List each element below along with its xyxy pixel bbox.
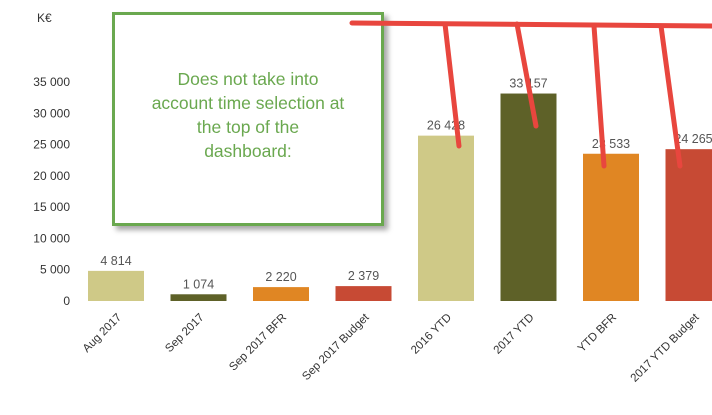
x-tick-label: Sep 2017 BFR [227,312,289,374]
bar [665,149,712,301]
y-axis: 0 5 000 10 000 15 000 20 000 25 000 30 000 35 0… [33,75,70,308]
value-label: 23 533 [592,137,630,151]
x-tick-label: 2017 YTD Budget [629,311,703,385]
annotation-line: account time selection at [151,93,345,113]
x-tick-label: Sep 2017 Budget [300,311,372,383]
x-axis: Aug 2017 Sep 2017 Sep 2017 BFR Sep 2017 Bud… [81,311,702,385]
y-tick-label: 15 000 [33,200,70,214]
bar [418,135,474,301]
y-tick-label: 5 000 [40,263,70,277]
x-tick-label: YTD BFR [576,312,619,355]
x-tick-label: Sep 2017 [163,312,206,355]
bar [170,294,227,301]
bar [335,286,392,301]
annotation-line: the top of the [196,117,300,137]
y-tick-label: 10 000 [33,231,70,245]
value-label: 4 814 [100,254,131,268]
value-label: 33 157 [509,77,547,91]
x-tick-label: 2016 YTD [409,312,454,357]
bar [500,93,557,301]
bar [88,270,144,301]
value-label: 26 428 [427,119,465,133]
value-label: 2 379 [348,269,379,283]
y-tick-label: 0 [63,294,70,308]
y-tick-label: 25 000 [33,138,70,152]
x-tick-label: Aug 2017 [81,312,124,355]
bar [583,153,639,301]
x-tick-label: 2017 YTD [492,312,537,357]
bar [253,287,309,301]
y-unit-label: K€ [37,11,52,25]
value-label: 24 265 [674,132,712,146]
annotation-callout: Does not take into account time selectio… [112,12,384,226]
y-tick-label: 35 000 [33,75,70,89]
value-label: 2 220 [265,270,296,284]
annotation-line: dashboard: [204,141,292,161]
value-label: 1 074 [183,277,214,291]
annotation-text: Does not take into account time selectio… [115,67,381,163]
y-tick-label: 20 000 [33,169,70,183]
y-tick-label: 30 000 [33,106,70,120]
annotation-line: Does not take into [177,69,319,89]
